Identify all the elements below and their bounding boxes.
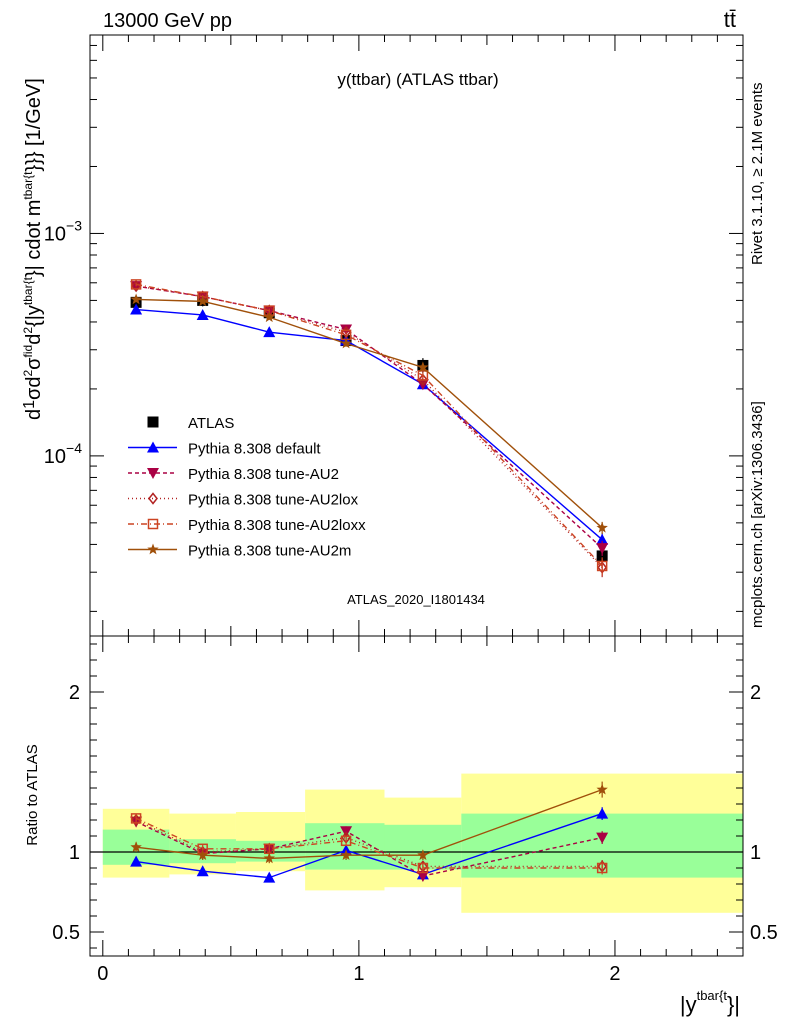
main-point-s4-4 (417, 370, 429, 381)
ratio-point-s2-0 (131, 813, 142, 827)
ratio-point-s0-5 (596, 807, 609, 819)
main-point-s0-0 (130, 296, 142, 308)
x-tick-label-2: 2 (609, 963, 620, 985)
legend-label-5: Pythia 8.308 tune-AU2m (188, 543, 351, 560)
legend-label-2: Pythia 8.308 tune-AU2 (188, 466, 339, 483)
ratio-y-tick-label-right-0: 0.5 (750, 922, 778, 944)
main-point-s4-0 (130, 279, 142, 290)
legend-entry-5: Pythia 8.308 tune-AU2m (128, 543, 351, 560)
ratio-point-s3-5 (596, 862, 608, 874)
ratio-point-s3-4 (417, 862, 429, 874)
ratio-point-s1-4 (416, 871, 429, 882)
legend-marker-4 (147, 518, 159, 530)
watermark: ATLAS_2020_I1801434 (347, 592, 485, 607)
x-tick-label-0: 0 (97, 963, 108, 985)
main-point-s5-5 (596, 521, 608, 533)
ratio-line-0 (135, 812, 603, 879)
main-point-s5-0 (130, 293, 142, 305)
header-left-label: 13000 GeV pp (103, 10, 232, 32)
main-point-s1-5 (596, 533, 609, 545)
plot-title: y(ttbar) (ATLAS ttbar) (337, 70, 498, 89)
rivet-label: Rivet 3.1.10, ≥ 2.1M events (749, 83, 766, 266)
ratio-line-3 (135, 817, 603, 869)
main-point-s1-1 (196, 308, 209, 320)
main-y-axis-label: d1σd2σfidd2{|ytbar{t}| cdot mtbar{t}}} [… (21, 78, 45, 420)
legend-marker-2 (147, 468, 159, 479)
ratio-point-s0-1 (196, 865, 209, 877)
ratio-point-s3-0 (130, 813, 142, 824)
ratio-point-s4-0 (130, 841, 142, 853)
legend-entry-0: ATLAS (147, 415, 234, 432)
ratio-y-tick-label-right-1: 1 (750, 842, 761, 864)
ratio-point-s1-5 (596, 832, 609, 844)
y-tick-label-1: 10−4 (44, 440, 82, 468)
ratio-plot: 0 1 2 0.5 0.5 1 1 2 2 (52, 635, 778, 985)
ratio-y-axis-label: Ratio to ATLAS (24, 744, 41, 845)
ratio-y-tick-label-left-2: 2 (69, 682, 80, 704)
ratio-point-s4-1 (196, 849, 209, 861)
ratio-point-s4-2 (263, 852, 275, 864)
ratio-point-s4-4 (417, 849, 429, 861)
ratio-y-tick-label-left-0: 0.5 (52, 922, 80, 944)
main-plot: 10−3 10−4 ATLAS Pythia 8.308 default Pythia … (44, 34, 744, 637)
legend-marker-1 (147, 441, 159, 453)
ratio-frame (89, 635, 744, 957)
legend-entry-2: Pythia 8.308 tune-AU2 (128, 466, 339, 483)
ratio-line-4 (136, 788, 603, 860)
legend-marker-3 (148, 492, 158, 505)
ratio-point-s4-5 (596, 783, 608, 795)
legend-entry-4: Pythia 8.308 tune-AU2loxx (128, 517, 366, 534)
ratio-point-s0-0 (130, 855, 143, 867)
x-axis-label: |ytbar{t}| (680, 988, 740, 1017)
x-tick-label-1: 1 (353, 963, 364, 985)
main-point-s3-4 (417, 373, 428, 386)
header-right-label: tt̄ (724, 7, 736, 32)
legend-marker-0 (147, 416, 159, 428)
main-point-s1-2 (263, 326, 276, 338)
legend-label-3: Pythia 8.308 tune-AU2lox (188, 492, 359, 509)
legend-label-4: Pythia 8.308 tune-AU2loxx (188, 517, 366, 534)
legend-entry-1: Pythia 8.308 default (128, 441, 321, 458)
main-point-s1-0 (130, 303, 143, 315)
ratio-point-s4-3 (340, 849, 352, 861)
ratio-y-tick-label-left-1: 1 (69, 842, 80, 864)
main-point-s2-5 (596, 543, 609, 555)
main-point-s5-1 (196, 295, 209, 307)
legend-label-0: ATLAS (188, 415, 234, 432)
ratio-point-s3-3 (340, 835, 352, 847)
mcplots-label: mcplots.cern.ch [arXiv:1306.3436] (749, 401, 766, 628)
ratio-y-tick-label-right-2: 2 (750, 682, 761, 704)
ratio-point-s0-2 (263, 871, 276, 883)
ratio-line-1 (135, 820, 603, 877)
legend-marker-5 (147, 543, 159, 555)
legend-label-1: Pythia 8.308 default (188, 441, 321, 458)
main-point-s5-2 (263, 311, 275, 323)
main-point-s4-5 (596, 560, 608, 572)
y-tick-label-0: 10−3 (44, 217, 82, 245)
main-point-s5-3 (340, 337, 352, 349)
main-point-s5-4 (417, 361, 429, 373)
main-line-4 (135, 283, 603, 567)
main-line-5 (136, 298, 603, 529)
legend-entry-3: Pythia 8.308 tune-AU2lox (128, 492, 359, 509)
